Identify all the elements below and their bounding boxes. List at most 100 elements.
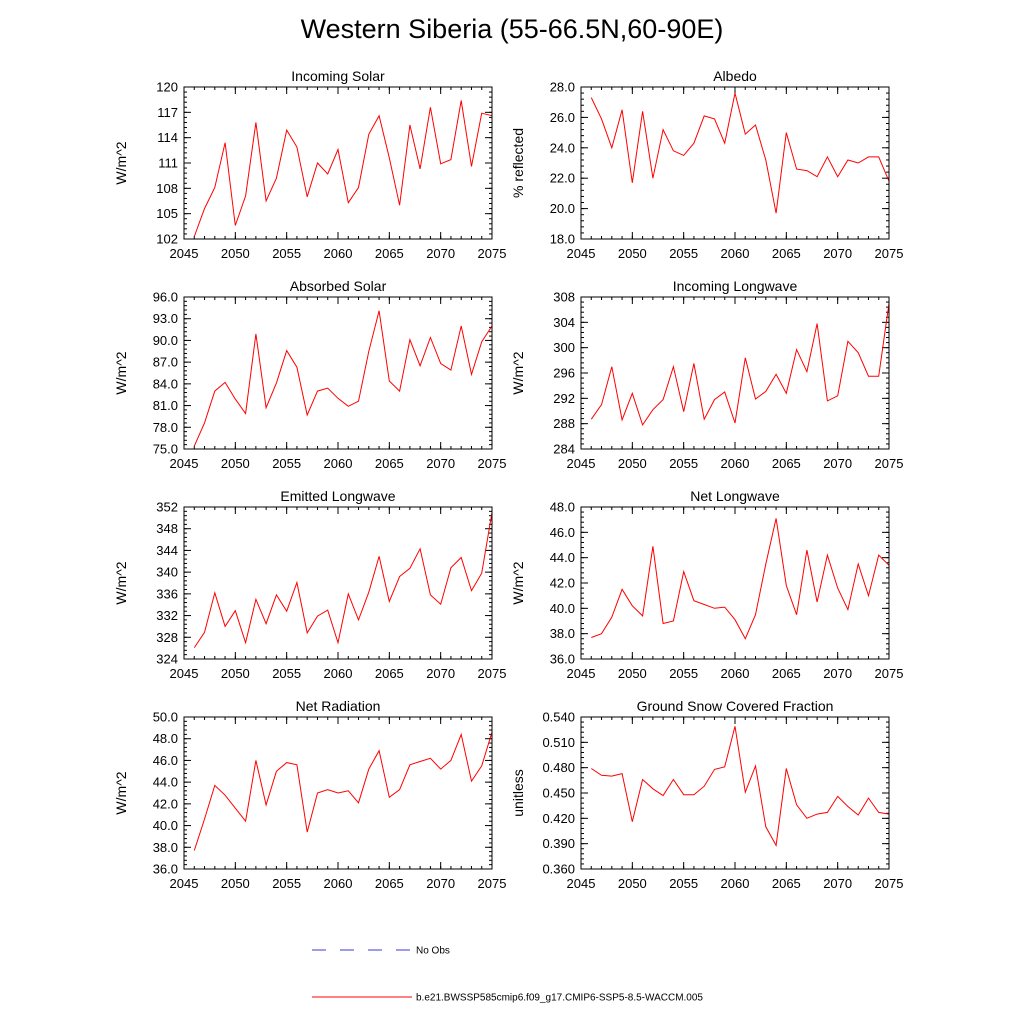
minor-ticks <box>580 296 890 450</box>
legend-model-label: b.e21.BWSSP585cmip6.f09_g17.CMIP6-SSP5-8… <box>416 993 703 1004</box>
y-tick-label: 340 <box>156 565 178 580</box>
x-tick-label: 2050 <box>618 456 647 471</box>
series-line <box>193 310 493 447</box>
x-tick-label: 2065 <box>772 456 801 471</box>
x-tick-label: 2050 <box>221 246 250 261</box>
y-tick-label: 0.510 <box>542 735 575 750</box>
x-tick-label: 2045 <box>170 246 199 261</box>
major-ticks <box>183 296 493 450</box>
y-tick-label: 296 <box>553 366 575 381</box>
x-tick-label: 2050 <box>618 246 647 261</box>
x-tick-label: 2070 <box>823 246 852 261</box>
panel-title: Ground Snow Covered Fraction <box>637 698 834 714</box>
x-tick-label: 2055 <box>272 456 301 471</box>
y-tick-label: 90.0 <box>153 333 178 348</box>
y-axis-label: W/m^2 <box>113 771 129 814</box>
legend: No Obs b.e21.BWSSP585cmip6.f09_g17.CMIP6… <box>312 946 703 1004</box>
x-tick-label: 2075 <box>478 246 507 261</box>
y-tick-label: 344 <box>156 543 178 558</box>
y-tick-label: 93.0 <box>153 311 178 326</box>
x-tick-label: 2065 <box>772 666 801 681</box>
y-tick-label: 0.540 <box>542 710 575 725</box>
y-tick-label: 46.0 <box>153 753 178 768</box>
y-tick-label: 78.0 <box>153 420 178 435</box>
x-tick-label: 2055 <box>272 666 301 681</box>
x-tick-label: 2060 <box>324 246 353 261</box>
x-tick-label: 2050 <box>221 456 250 471</box>
y-tick-label: 284 <box>553 442 575 457</box>
panel-title: Absorbed Solar <box>290 278 387 294</box>
y-tick-label: 324 <box>156 652 178 667</box>
y-tick-label: 300 <box>553 340 575 355</box>
y-axis-label: W/m^2 <box>510 351 526 394</box>
y-axis-label: % reflected <box>510 128 526 198</box>
y-tick-label: 111 <box>158 156 178 171</box>
panel-emitted-longwave: 2045 2050 2055 2060 2065 2070 2075 324 328 332 336… <box>113 488 506 681</box>
x-tick-label: 2070 <box>426 876 455 891</box>
y-tick-label: 0.450 <box>542 786 575 801</box>
y-axis-label: W/m^2 <box>113 141 129 184</box>
panel-absorbed-solar: 2045 2050 2055 2060 2065 2070 2075 75.0 78.0 81.0… <box>113 278 506 471</box>
y-tick-label: 38.0 <box>550 626 575 641</box>
panel-title: Net Longwave <box>690 488 780 504</box>
minor-ticks <box>580 86 890 240</box>
panel-title: Emitted Longwave <box>280 488 395 504</box>
x-tick-label: 2055 <box>669 246 698 261</box>
x-tick-label: 2075 <box>478 666 507 681</box>
x-tick-label: 2065 <box>375 876 404 891</box>
minor-ticks <box>183 296 493 450</box>
y-tick-label: 48.0 <box>550 500 575 515</box>
panel-albedo: 2045 2050 2055 2060 2065 2070 2075 18.0 20.0 22.0… <box>510 68 903 261</box>
y-tick-label: 50.0 <box>153 710 178 725</box>
series-line <box>193 512 493 648</box>
minor-ticks <box>183 86 493 240</box>
panel-title: Albedo <box>713 68 757 84</box>
y-tick-label: 0.390 <box>542 836 575 851</box>
panel-incoming-solar: 2045 2050 2055 2060 2065 2070 2075 102 105 108 111… <box>113 68 506 261</box>
plot-frame <box>183 506 493 660</box>
x-tick-label: 2050 <box>618 876 647 891</box>
plot-frame <box>580 716 890 870</box>
y-tick-label: 288 <box>553 416 575 431</box>
major-ticks <box>183 86 493 240</box>
y-tick-label: 120 <box>156 80 178 95</box>
x-tick-label: 2045 <box>170 456 199 471</box>
x-tick-label: 2045 <box>567 456 596 471</box>
y-tick-label: 26.0 <box>550 110 575 125</box>
plot-frame <box>580 296 890 450</box>
y-tick-label: 108 <box>156 181 178 196</box>
major-ticks <box>580 296 890 450</box>
legend-obs-label: No Obs <box>416 946 450 957</box>
x-tick-label: 2045 <box>170 666 199 681</box>
x-tick-label: 2070 <box>426 456 455 471</box>
panel-incoming-longwave: 2045 2050 2055 2060 2065 2070 2075 284 288 292 296… <box>510 278 903 471</box>
x-tick-label: 2065 <box>375 456 404 471</box>
y-tick-label: 48.0 <box>153 731 178 746</box>
y-tick-label: 348 <box>156 521 178 536</box>
y-tick-label: 81.0 <box>153 398 178 413</box>
x-tick-label: 2075 <box>478 456 507 471</box>
x-tick-label: 2060 <box>324 666 353 681</box>
y-tick-label: 308 <box>553 290 575 305</box>
x-tick-label: 2075 <box>478 876 507 891</box>
y-tick-label: 75.0 <box>153 442 178 457</box>
y-tick-label: 96.0 <box>153 290 178 305</box>
x-tick-label: 2070 <box>426 666 455 681</box>
minor-ticks <box>580 506 890 660</box>
y-tick-label: 46.0 <box>550 525 575 540</box>
y-tick-label: 0.420 <box>542 811 575 826</box>
x-tick-label: 2055 <box>669 456 698 471</box>
x-tick-label: 2050 <box>618 666 647 681</box>
x-tick-label: 2075 <box>875 666 904 681</box>
panels-group: 2045 2050 2055 2060 2065 2070 2075 102 105 108 111… <box>113 68 903 891</box>
y-axis-label: W/m^2 <box>113 351 129 394</box>
y-tick-label: 20.0 <box>550 201 575 216</box>
x-tick-label: 2075 <box>875 246 904 261</box>
x-tick-label: 2075 <box>875 876 904 891</box>
y-tick-label: 332 <box>156 608 178 623</box>
panel-net-longwave: 2045 2050 2055 2060 2065 2070 2075 36.0 38.0 40.0… <box>510 488 903 681</box>
y-tick-label: 87.0 <box>153 355 178 370</box>
x-tick-label: 2060 <box>721 876 750 891</box>
series-line <box>193 732 493 851</box>
